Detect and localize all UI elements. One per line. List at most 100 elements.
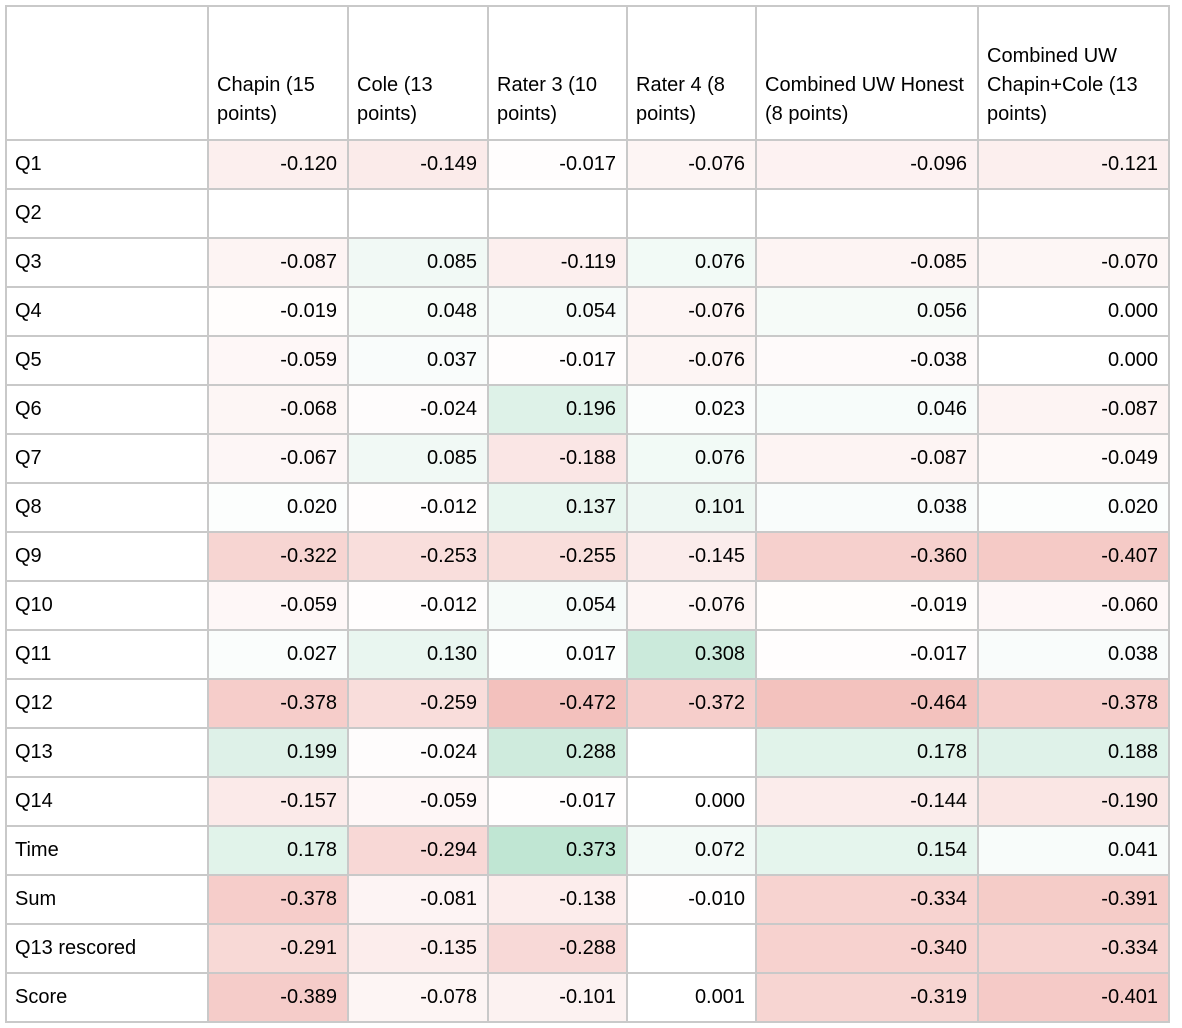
- data-cell[interactable]: -0.060: [977, 580, 1170, 631]
- data-cell[interactable]: [755, 188, 979, 239]
- data-cell[interactable]: 0.373: [487, 825, 628, 876]
- data-cell[interactable]: 0.178: [755, 727, 979, 778]
- data-cell[interactable]: -0.087: [755, 433, 979, 484]
- data-cell[interactable]: 0.017: [487, 629, 628, 680]
- column-header[interactable]: Rater 4 (8 points): [626, 5, 757, 141]
- data-cell[interactable]: 0.130: [347, 629, 489, 680]
- row-label[interactable]: Q13 rescored: [5, 923, 209, 974]
- data-cell[interactable]: -0.059: [347, 776, 489, 827]
- data-cell[interactable]: -0.024: [347, 727, 489, 778]
- data-cell[interactable]: -0.145: [626, 531, 757, 582]
- data-cell[interactable]: 0.037: [347, 335, 489, 386]
- row-label[interactable]: Score: [5, 972, 209, 1023]
- row-label[interactable]: Q5: [5, 335, 209, 386]
- corner-cell[interactable]: [5, 5, 209, 141]
- data-cell[interactable]: [626, 188, 757, 239]
- data-cell[interactable]: 0.054: [487, 580, 628, 631]
- row-label[interactable]: Q3: [5, 237, 209, 288]
- data-cell[interactable]: -0.017: [487, 139, 628, 190]
- data-cell[interactable]: -0.096: [755, 139, 979, 190]
- data-cell[interactable]: 0.001: [626, 972, 757, 1023]
- data-cell[interactable]: -0.067: [207, 433, 349, 484]
- data-cell[interactable]: [487, 188, 628, 239]
- data-cell[interactable]: -0.076: [626, 139, 757, 190]
- data-cell[interactable]: [207, 188, 349, 239]
- data-cell[interactable]: 0.178: [207, 825, 349, 876]
- data-cell[interactable]: 0.038: [755, 482, 979, 533]
- data-cell[interactable]: 0.023: [626, 384, 757, 435]
- row-label[interactable]: Q8: [5, 482, 209, 533]
- data-cell[interactable]: -0.378: [977, 678, 1170, 729]
- data-cell[interactable]: -0.121: [977, 139, 1170, 190]
- data-cell[interactable]: 0.199: [207, 727, 349, 778]
- row-label[interactable]: Time: [5, 825, 209, 876]
- data-cell[interactable]: -0.017: [487, 335, 628, 386]
- data-cell[interactable]: 0.041: [977, 825, 1170, 876]
- data-cell[interactable]: -0.378: [207, 874, 349, 925]
- data-cell[interactable]: 0.076: [626, 237, 757, 288]
- column-header[interactable]: Rater 3 (10 points): [487, 5, 628, 141]
- data-cell[interactable]: -0.081: [347, 874, 489, 925]
- data-cell[interactable]: -0.012: [347, 482, 489, 533]
- data-cell[interactable]: -0.291: [207, 923, 349, 974]
- data-cell[interactable]: -0.401: [977, 972, 1170, 1023]
- column-header[interactable]: Combined UW Chapin+Cole (13 points): [977, 5, 1170, 141]
- data-cell[interactable]: [626, 923, 757, 974]
- data-cell[interactable]: -0.149: [347, 139, 489, 190]
- data-cell[interactable]: [347, 188, 489, 239]
- data-cell[interactable]: -0.472: [487, 678, 628, 729]
- data-cell[interactable]: -0.319: [755, 972, 979, 1023]
- data-cell[interactable]: -0.076: [626, 335, 757, 386]
- row-label[interactable]: Q14: [5, 776, 209, 827]
- data-cell[interactable]: -0.135: [347, 923, 489, 974]
- data-cell[interactable]: 0.020: [977, 482, 1170, 533]
- row-label[interactable]: Q10: [5, 580, 209, 631]
- data-cell[interactable]: 0.154: [755, 825, 979, 876]
- data-cell[interactable]: -0.085: [755, 237, 979, 288]
- data-cell[interactable]: -0.334: [977, 923, 1170, 974]
- data-cell[interactable]: -0.119: [487, 237, 628, 288]
- row-label[interactable]: Q12: [5, 678, 209, 729]
- data-cell[interactable]: 0.308: [626, 629, 757, 680]
- data-cell[interactable]: -0.157: [207, 776, 349, 827]
- data-cell[interactable]: -0.188: [487, 433, 628, 484]
- data-cell[interactable]: 0.027: [207, 629, 349, 680]
- data-cell[interactable]: -0.120: [207, 139, 349, 190]
- data-cell[interactable]: -0.288: [487, 923, 628, 974]
- row-label[interactable]: Q2: [5, 188, 209, 239]
- data-cell[interactable]: -0.087: [207, 237, 349, 288]
- data-cell[interactable]: 0.085: [347, 237, 489, 288]
- row-label[interactable]: Q4: [5, 286, 209, 337]
- data-cell[interactable]: -0.024: [347, 384, 489, 435]
- data-cell[interactable]: -0.017: [755, 629, 979, 680]
- data-cell[interactable]: 0.046: [755, 384, 979, 435]
- data-cell[interactable]: 0.056: [755, 286, 979, 337]
- row-label[interactable]: Q11: [5, 629, 209, 680]
- data-cell[interactable]: -0.334: [755, 874, 979, 925]
- data-cell[interactable]: -0.019: [207, 286, 349, 337]
- data-cell[interactable]: 0.054: [487, 286, 628, 337]
- data-cell[interactable]: -0.322: [207, 531, 349, 582]
- data-cell[interactable]: -0.049: [977, 433, 1170, 484]
- data-cell[interactable]: -0.389: [207, 972, 349, 1023]
- data-cell[interactable]: -0.076: [626, 580, 757, 631]
- data-cell[interactable]: -0.068: [207, 384, 349, 435]
- data-cell[interactable]: -0.101: [487, 972, 628, 1023]
- data-cell[interactable]: -0.253: [347, 531, 489, 582]
- row-label[interactable]: Sum: [5, 874, 209, 925]
- data-cell[interactable]: -0.038: [755, 335, 979, 386]
- data-cell[interactable]: 0.085: [347, 433, 489, 484]
- row-label[interactable]: Q1: [5, 139, 209, 190]
- data-cell[interactable]: -0.259: [347, 678, 489, 729]
- data-cell[interactable]: 0.000: [977, 335, 1170, 386]
- row-label[interactable]: Q6: [5, 384, 209, 435]
- data-cell[interactable]: -0.059: [207, 580, 349, 631]
- data-cell[interactable]: -0.059: [207, 335, 349, 386]
- data-cell[interactable]: 0.038: [977, 629, 1170, 680]
- data-cell[interactable]: -0.360: [755, 531, 979, 582]
- data-cell[interactable]: -0.378: [207, 678, 349, 729]
- data-cell[interactable]: -0.144: [755, 776, 979, 827]
- column-header[interactable]: Chapin (15 points): [207, 5, 349, 141]
- data-cell[interactable]: 0.000: [977, 286, 1170, 337]
- column-header[interactable]: Cole (13 points): [347, 5, 489, 141]
